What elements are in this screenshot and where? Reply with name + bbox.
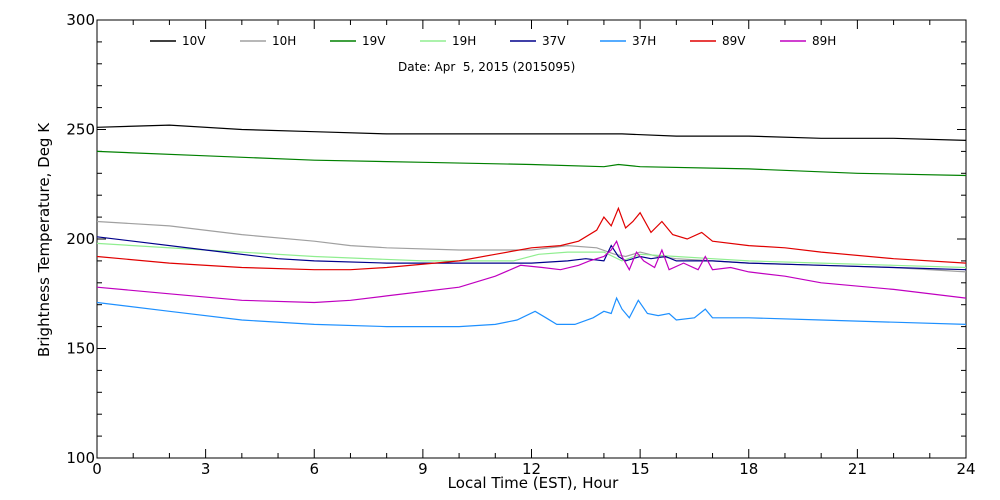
x-tick-label: 3 — [201, 460, 211, 478]
legend-label-89h: 89H — [812, 34, 836, 48]
y-tick-label: 150 — [66, 340, 95, 358]
series-line-19v — [96, 150, 967, 177]
y-tick-label: 200 — [66, 230, 95, 248]
series-line-37h — [96, 296, 967, 328]
axis-ticks: 0 3 6 9 12 15 18 21 24 100 150 200 250 300 — [66, 11, 975, 478]
x-tick-label: 18 — [739, 460, 758, 478]
series-line-37v — [96, 236, 967, 271]
legend-label-37h: 37H — [632, 34, 656, 48]
legend-label-19h: 19H — [452, 34, 476, 48]
plot-frame — [96, 19, 967, 459]
y-axis-title: Brightness Temperature, Deg K — [35, 122, 53, 357]
legend-label-89v: 89V — [722, 34, 746, 48]
x-tick-label: 9 — [418, 460, 428, 478]
legend: 10V 10H 19V 19H 37V 37H 89V 89H — [150, 34, 836, 48]
x-tick-label: 15 — [631, 460, 650, 478]
series-line-10h — [96, 220, 967, 273]
legend-label-19v: 19V — [362, 34, 386, 48]
series-line-19h — [96, 242, 967, 269]
x-tick-label: 0 — [92, 460, 102, 478]
x-tick-label: 21 — [848, 460, 867, 478]
x-tick-label: 6 — [309, 460, 319, 478]
x-tick-label: 24 — [956, 460, 975, 478]
plot-border — [96, 19, 967, 459]
legend-label-10v: 10V — [182, 34, 206, 48]
legend-label-37v: 37V — [542, 34, 566, 48]
x-axis-title: Local Time (EST), Hour — [448, 474, 619, 492]
date-annotation: Date: Apr 5, 2015 (2015095) — [398, 60, 575, 74]
y-tick-label: 250 — [66, 121, 95, 139]
series-line-89h — [96, 239, 967, 304]
y-tick-label: 300 — [66, 11, 95, 29]
series-line-10v — [96, 124, 967, 141]
x-tick-label: 12 — [522, 460, 541, 478]
legend-label-10h: 10H — [272, 34, 296, 48]
series-line-89v — [96, 206, 967, 271]
data-series — [96, 124, 967, 328]
y-tick-label: 100 — [66, 449, 95, 467]
